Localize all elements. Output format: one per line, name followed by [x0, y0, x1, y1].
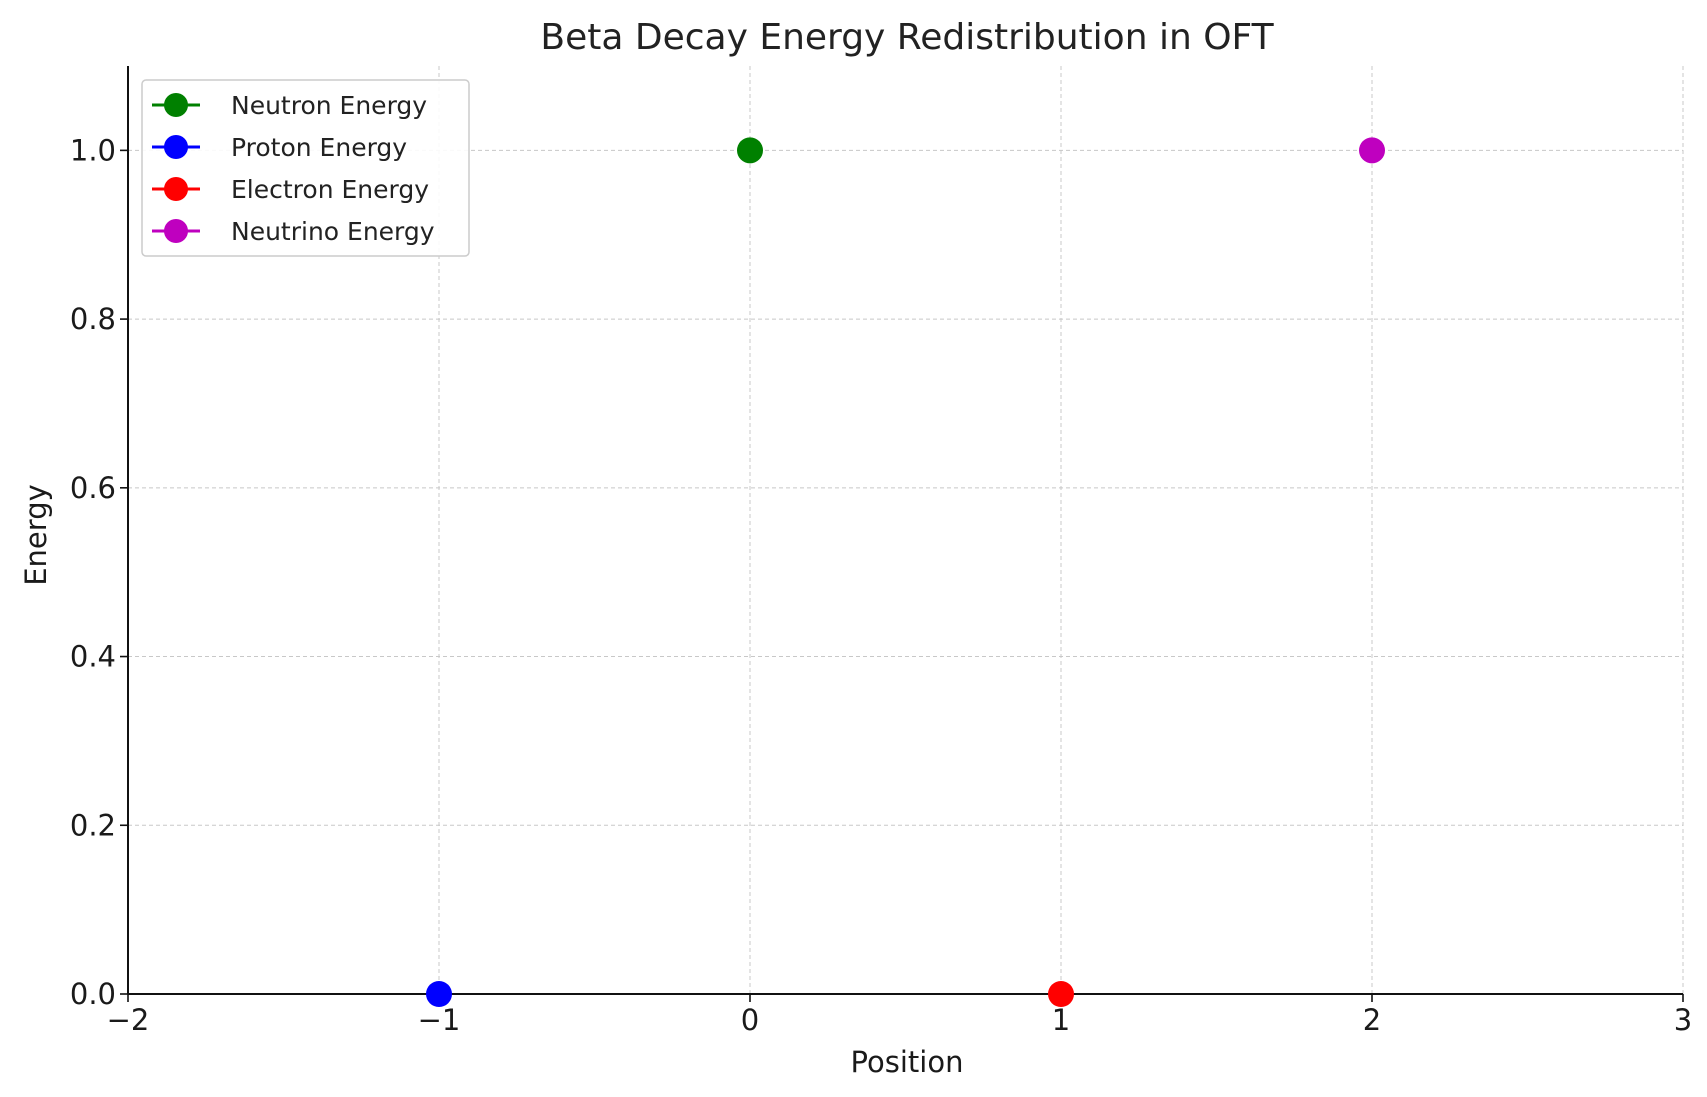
y-tick-label: 0.8 [70, 302, 116, 336]
x-tick-label: 0 [741, 1003, 759, 1037]
y-tick-label: 1.0 [70, 133, 116, 167]
legend: Neutron Energy Proton Energy Electron Ener… [141, 79, 470, 257]
y-axis-label: Energy [19, 484, 53, 586]
x-tick-label: −1 [418, 1003, 461, 1037]
data-point-proton-energy [426, 981, 452, 1007]
legend-label-neutrino-energy: Neutrino Energy [231, 217, 435, 246]
points-layer [426, 137, 1385, 1007]
data-point-electron-energy [1048, 981, 1074, 1007]
legend-box [141, 79, 470, 257]
legend-marker-electron-energy [164, 177, 188, 201]
ticks-layer: −2 −1 0 1 2 3 0.0 0.2 0.4 0.6 0.8 1.0 [70, 133, 1692, 1037]
legend-label-neutron-energy: Neutron Energy [231, 91, 427, 120]
y-tick-label: 0.0 [70, 977, 116, 1011]
legend-marker-neutrino-energy [164, 219, 188, 243]
x-axis-label: Position [851, 1045, 964, 1079]
y-tick-label: 0.2 [70, 808, 116, 842]
legend-marker-proton-energy [164, 135, 188, 159]
axes-layer [127, 66, 1683, 995]
grid-layer [128, 66, 1684, 994]
chart-title: Beta Decay Energy Redistribution in OFT [540, 17, 1274, 58]
x-tick-label: 1 [1052, 1003, 1070, 1037]
data-point-neutrino-energy [1359, 137, 1385, 164]
x-tick-label: −2 [107, 1003, 150, 1037]
x-tick-label: 2 [1363, 1003, 1381, 1037]
legend-label-proton-energy: Proton Energy [231, 133, 407, 162]
legend-label-electron-energy: Electron Energy [231, 175, 429, 204]
x-tick-label: 3 [1674, 1003, 1692, 1037]
y-tick-label: 0.4 [70, 640, 116, 674]
data-point-neutron-energy [737, 137, 763, 164]
legend-marker-neutron-energy [164, 93, 188, 117]
y-tick-label: 0.6 [70, 471, 116, 505]
